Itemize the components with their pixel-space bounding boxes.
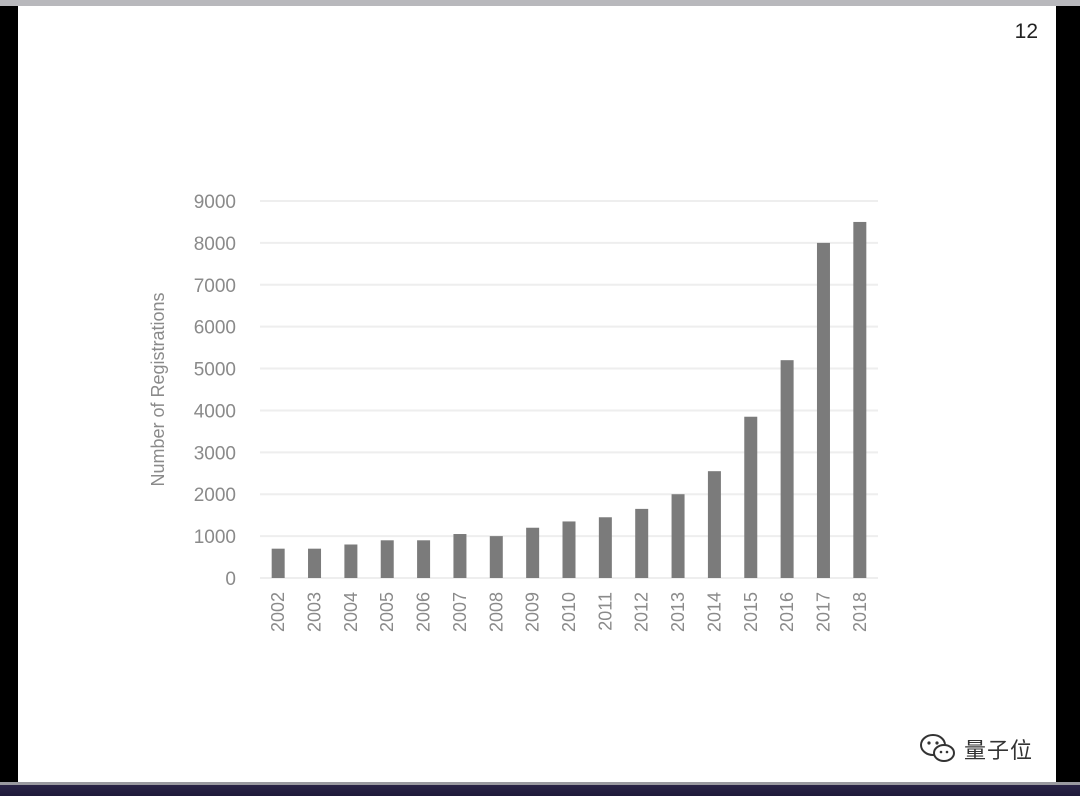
y-tick-label: 7000 [194,276,236,297]
y-tick-label: 2000 [194,485,236,506]
bar [344,544,358,578]
y-tick-label: 0 [225,569,236,590]
x-tick-label: 2017 [813,592,833,632]
y-axis-label: Number of Registrations [148,292,168,486]
x-tick-label: 2014 [704,592,724,632]
bar [853,221,867,578]
x-tick-label: 2003 [305,592,325,632]
y-tick-label: 4000 [194,401,236,422]
bottom-border [0,782,1080,796]
x-tick-label: 2002 [268,592,288,632]
bar [598,517,612,578]
y-tick-label: 6000 [194,318,236,339]
y-tick-label: 3000 [194,443,236,464]
x-tick-label: 2007 [450,592,470,632]
bar-chart: 0 1000 2000 3000 4000 5000 6000 7000 8000 9000 Num… [148,192,878,632]
x-tick-label: 2006 [414,592,434,632]
x-tick-label: 2013 [668,592,688,632]
x-tick-label: 2016 [777,592,797,632]
bar [744,416,758,578]
x-tick-label: 2009 [523,592,543,632]
bar [489,536,503,578]
bar [453,534,467,578]
x-tick-label: 2004 [341,592,361,632]
bar [816,242,830,578]
bar [562,521,576,578]
bar [417,540,431,578]
bar [635,508,649,578]
page-number: 12 [1014,20,1038,43]
y-tick-label: 9000 [194,192,236,213]
x-tick-label: 2011 [595,592,615,631]
x-tick-label: 2010 [559,592,579,632]
wechat-logo-icon [920,734,955,762]
bar [707,471,721,578]
bar [671,494,685,578]
y-tick-label: 8000 [194,234,236,255]
bar [271,548,285,578]
x-tick-label: 2018 [850,592,870,632]
x-tick-label: 2008 [486,592,506,632]
watermark-text: 量子位 [964,739,1034,764]
bar [526,527,540,578]
y-tick-label: 5000 [194,360,236,381]
bar [780,360,794,578]
y-tick-label: 1000 [194,527,236,548]
x-tick-label: 2015 [741,592,761,632]
top-border [0,0,1080,6]
x-tick-label: 2012 [632,592,652,632]
bar [308,548,322,578]
x-tick-label: 2005 [377,592,397,632]
slide: 12 0 1000 2000 3000 4000 5000 6000 7000 8000 9000… [18,6,1056,782]
bar [380,540,394,578]
watermark: 量子位 [918,732,1033,766]
